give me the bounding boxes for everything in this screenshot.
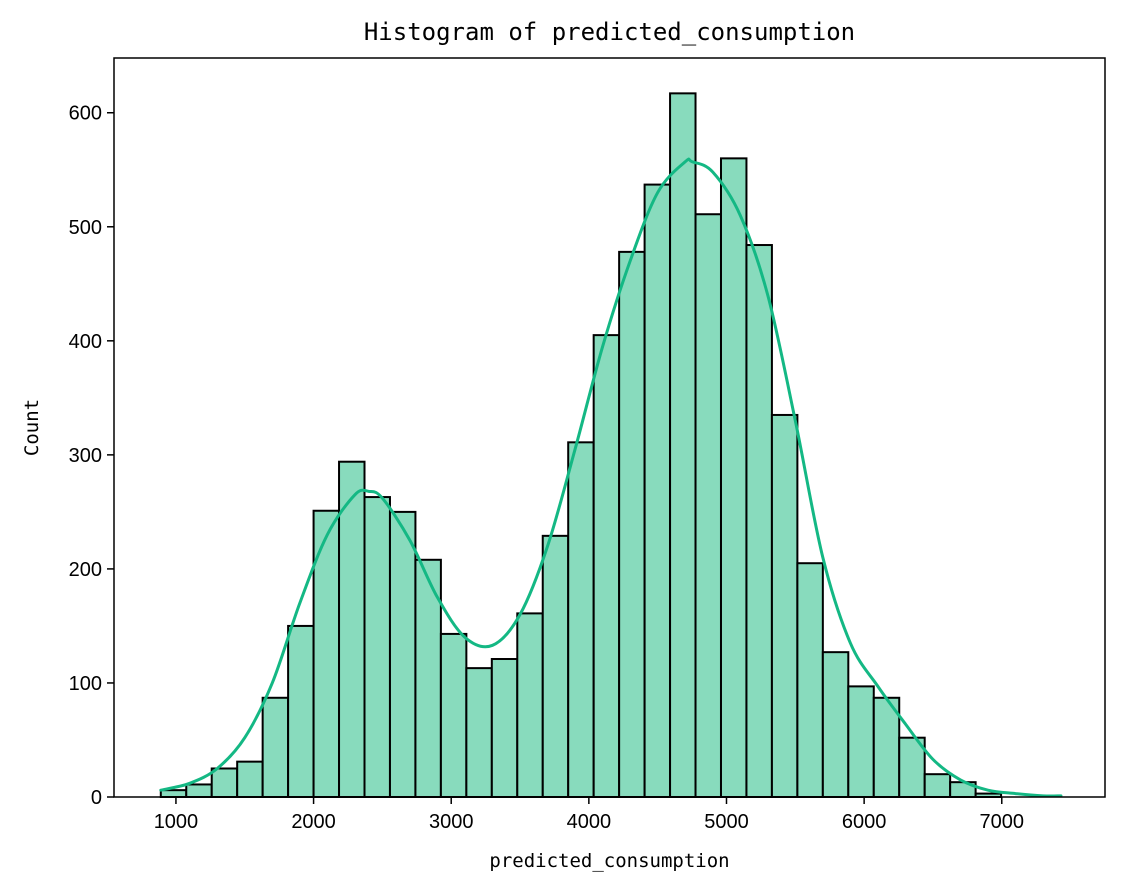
histogram-bar xyxy=(770,413,799,798)
histogram-bar xyxy=(185,783,213,799)
histogram-bar xyxy=(516,612,544,799)
histogram-bars xyxy=(159,92,1003,799)
histogram-bar xyxy=(541,534,570,798)
x-tick-label: 2000 xyxy=(291,811,336,833)
y-tick-label: 500 xyxy=(69,217,102,239)
x-tick-label: 4000 xyxy=(567,811,612,833)
y-axis: 0 100 200 300 400 500 600 xyxy=(69,103,114,809)
histogram-bar xyxy=(439,632,468,798)
histogram-bar xyxy=(236,760,264,798)
histogram-bar xyxy=(796,562,824,798)
histogram-bar xyxy=(210,767,239,798)
y-tick-label: 0 xyxy=(91,787,102,809)
x-tick-label: 3000 xyxy=(429,811,474,833)
histogram-bar xyxy=(159,789,188,799)
histogram-bar xyxy=(847,685,875,799)
histogram-bar xyxy=(592,334,621,798)
histogram-bar xyxy=(388,510,417,798)
y-tick-label: 600 xyxy=(69,103,102,125)
histogram-bar xyxy=(490,658,519,798)
x-axis-label: predicted_consumption xyxy=(489,850,729,872)
chart-title: Histogram of predicted_consumption xyxy=(364,18,855,46)
histogram-bar xyxy=(261,696,290,798)
histogram-bar xyxy=(898,736,926,798)
x-tick-label: 7000 xyxy=(980,811,1025,833)
histogram-bar xyxy=(643,183,672,799)
histogram-bar xyxy=(465,667,493,798)
y-tick-label: 200 xyxy=(69,559,102,581)
y-tick-label: 300 xyxy=(69,445,102,467)
y-tick-label: 100 xyxy=(69,673,102,695)
x-tick-label: 6000 xyxy=(842,811,887,833)
histogram-bar xyxy=(287,624,315,798)
histogram-bar xyxy=(669,92,697,798)
histogram-bar xyxy=(923,773,952,798)
histogram-bar xyxy=(821,651,850,798)
histogram-bar xyxy=(745,244,773,798)
histogram-bar xyxy=(618,250,646,798)
y-axis-label: Count xyxy=(21,399,43,456)
histogram-bar xyxy=(363,496,391,798)
histogram-bar xyxy=(719,157,748,798)
x-tick-label: 5000 xyxy=(704,811,749,833)
x-tick-label: 1000 xyxy=(154,811,199,833)
plot-frame xyxy=(113,57,1106,798)
y-tick-label: 400 xyxy=(69,331,102,353)
kde-curve xyxy=(159,157,1063,798)
x-axis: 1000 2000 3000 4000 5000 6000 7000 xyxy=(154,797,1024,833)
histogram-bar xyxy=(338,460,366,798)
histogram-bar xyxy=(694,213,722,798)
histogram-bar xyxy=(567,441,595,798)
